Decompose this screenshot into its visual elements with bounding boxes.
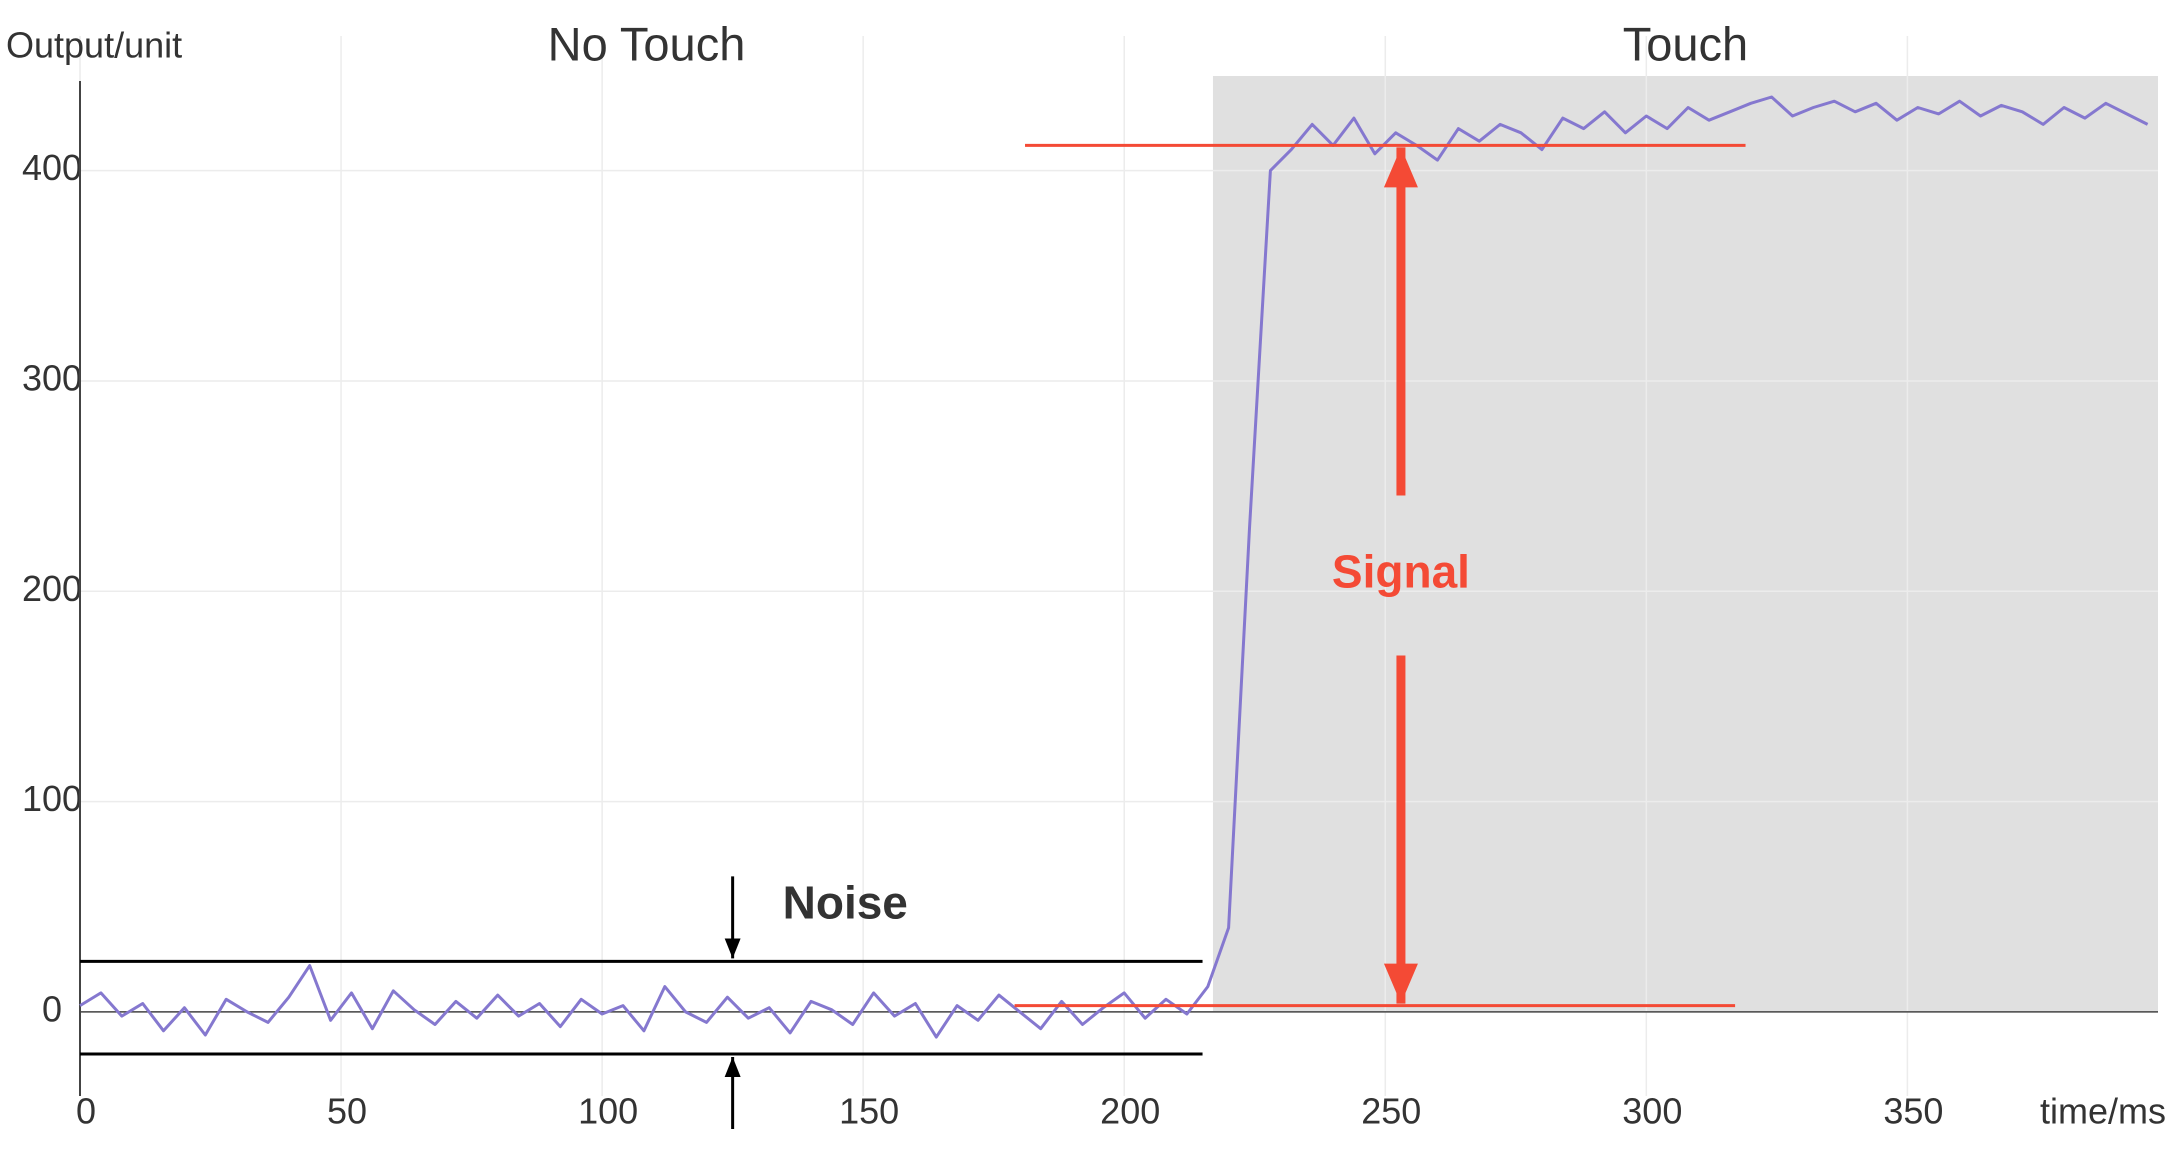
y-axis-label: Output/unit [6, 25, 182, 66]
x-tick-label: 150 [839, 1091, 899, 1132]
y-tick-label: 300 [22, 357, 82, 398]
x-tick-label: 300 [1622, 1091, 1682, 1132]
x-tick-label: 350 [1883, 1091, 1943, 1132]
x-tick-label: 250 [1361, 1091, 1421, 1132]
region-title: No Touch [548, 17, 746, 70]
region-title: Touch [1623, 17, 1748, 70]
x-axis-label: time/ms [2040, 1091, 2166, 1132]
signal-label: Signal [1332, 546, 1470, 598]
touch-region [1212, 76, 2158, 1012]
data-line [79, 95, 2149, 1039]
noise-label: Noise [783, 877, 908, 929]
x-tick-label: 100 [578, 1091, 638, 1132]
x-tick-label: 0 [76, 1091, 96, 1132]
y-tick-label: 100 [22, 778, 82, 819]
y-tick-label: 0 [42, 988, 62, 1029]
y-tick-label: 200 [22, 568, 82, 609]
x-tick-label: 200 [1100, 1091, 1160, 1132]
y-tick-label: 400 [22, 147, 82, 188]
x-tick-label: 50 [327, 1091, 367, 1132]
